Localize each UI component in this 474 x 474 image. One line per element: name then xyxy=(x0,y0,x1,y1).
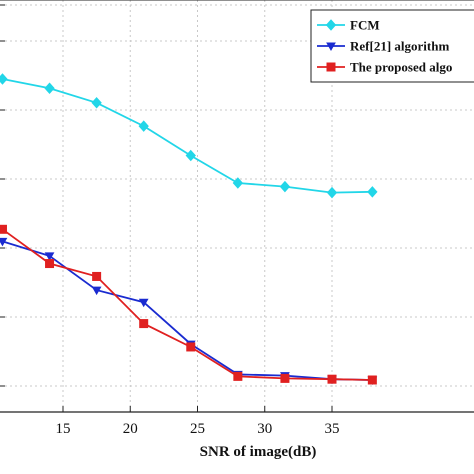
data-point xyxy=(326,42,336,52)
data-point xyxy=(0,73,8,85)
data-point xyxy=(44,82,55,95)
legend-label: The proposed algo xyxy=(350,60,452,75)
data-point xyxy=(138,120,149,132)
series-the-proposed-algo xyxy=(0,224,377,385)
x-tick-label: 25 xyxy=(190,421,205,437)
x-tick-label: 35 xyxy=(325,421,340,437)
data-point xyxy=(325,19,337,31)
grid xyxy=(0,0,474,412)
data-point xyxy=(367,375,377,385)
data-point xyxy=(44,252,55,261)
data-point xyxy=(326,62,336,72)
data-series xyxy=(0,73,378,386)
data-point xyxy=(280,373,290,383)
data-point xyxy=(327,374,337,384)
data-point xyxy=(232,177,244,189)
data-point xyxy=(367,186,378,198)
x-axis-title: SNR of image(dB) xyxy=(200,444,317,460)
data-point xyxy=(91,286,102,296)
data-point xyxy=(326,186,338,199)
data-point xyxy=(279,180,291,193)
series-fcm xyxy=(0,73,378,199)
legend: FCM Ref[21] algorithm The proposed algo xyxy=(310,9,474,83)
data-point xyxy=(186,342,196,352)
x-tick-label: 20 xyxy=(123,421,138,437)
legend-label: FCM xyxy=(350,18,380,33)
legend-label: Ref[21] algorithm xyxy=(350,39,449,54)
data-point xyxy=(0,237,8,247)
data-point xyxy=(185,149,196,162)
data-point xyxy=(0,224,7,234)
data-point xyxy=(233,371,243,381)
x-tick-label: 15 xyxy=(56,421,71,437)
x-tick-label: 30 xyxy=(257,421,272,437)
data-point xyxy=(139,319,149,329)
axes: 15 20 25 30 35 xyxy=(0,0,474,437)
data-point xyxy=(45,259,55,269)
data-point xyxy=(138,298,149,308)
data-point xyxy=(92,271,102,281)
data-point xyxy=(91,97,102,109)
